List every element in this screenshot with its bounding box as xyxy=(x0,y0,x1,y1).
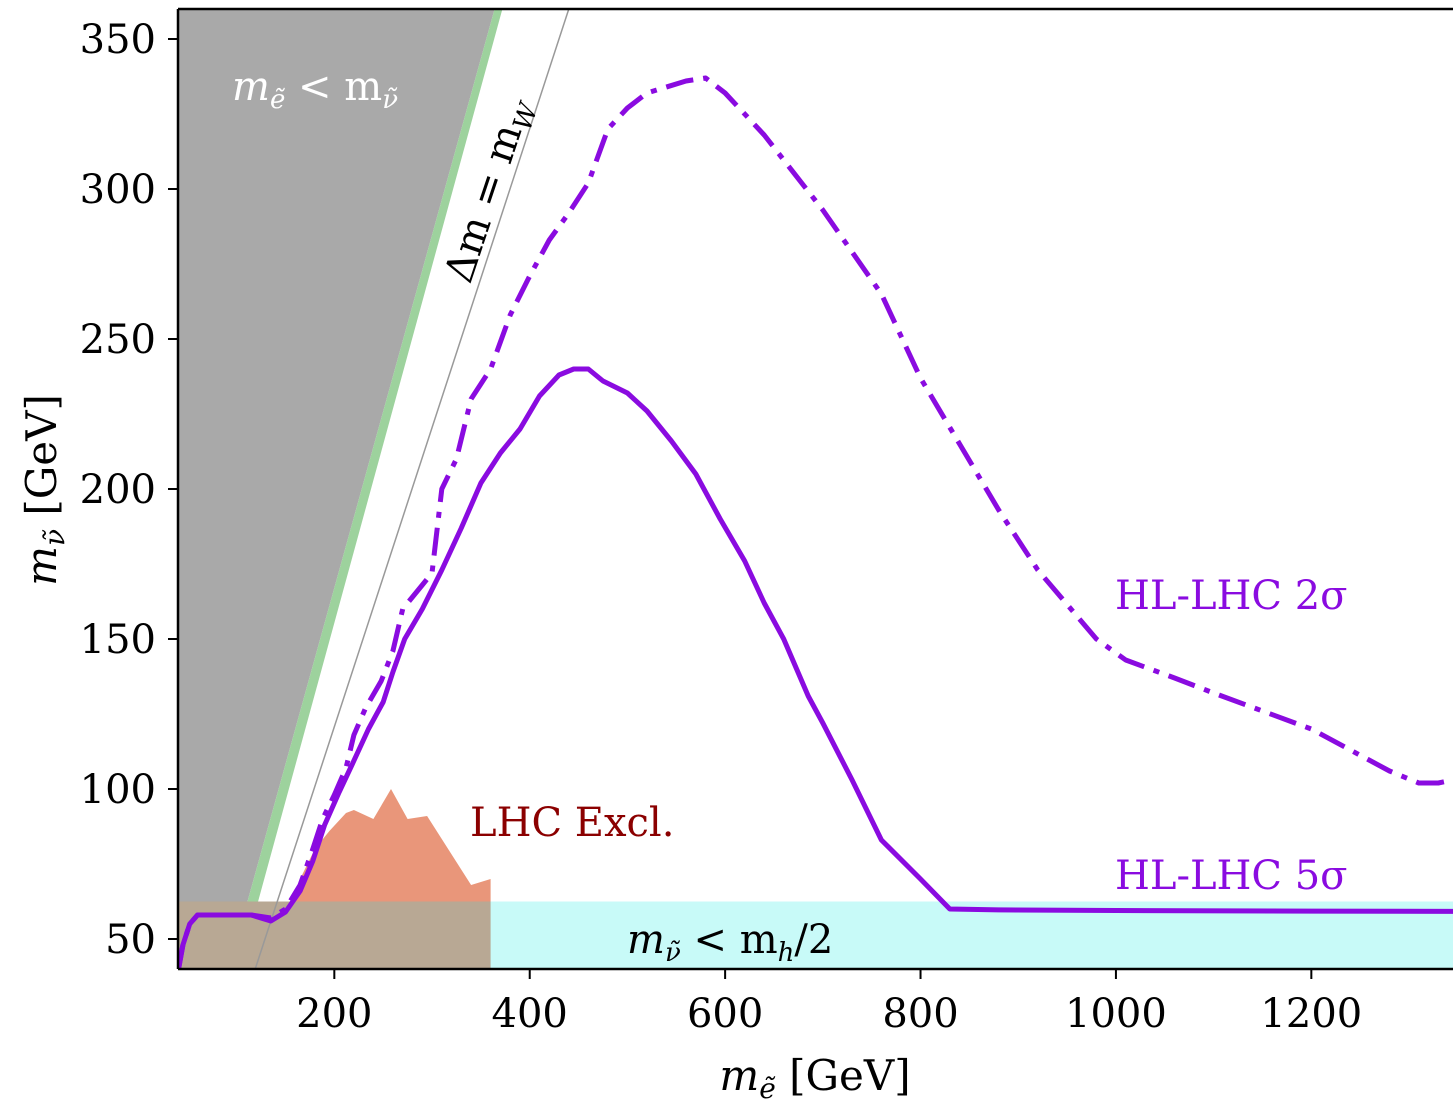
line-delta-m-eq-mw xyxy=(254,9,570,969)
label-hl-lhc-2sigma: HL-LHC 2σ xyxy=(1115,573,1347,619)
x-tick-label: 600 xyxy=(687,991,763,1037)
x-tick-label: 200 xyxy=(296,991,372,1037)
region-lhc-excl-overlap xyxy=(178,901,491,969)
series-hl-lhc-2sigma xyxy=(178,75,1453,969)
x-tick-label: 1200 xyxy=(1260,991,1362,1037)
y-tick-label: 150 xyxy=(80,617,156,663)
series-lines xyxy=(178,75,1453,969)
region-green-band xyxy=(228,9,503,969)
label-sneutrino-lt-mh-half: mν̃ < mh/2 xyxy=(627,917,833,968)
reference-lines xyxy=(254,9,570,969)
y-tick-label: 50 xyxy=(105,917,156,963)
x-tick-label: 1000 xyxy=(1065,991,1167,1037)
y-axis-title: mν̃ [GeV] xyxy=(17,394,71,586)
label-selectron-lt-sneutrino: mẽ < mν̃ xyxy=(232,64,398,115)
y-tick-label: 250 xyxy=(80,317,156,363)
series-hl-lhc-5sigma xyxy=(178,366,1453,969)
y-tick-label: 100 xyxy=(80,767,156,813)
region-m-m xyxy=(178,9,495,969)
x-tick-label: 400 xyxy=(492,991,568,1037)
x-ticks: 200 400 600 800 1000 1200 xyxy=(296,969,1362,1037)
y-ticks: 50 100 150 200 250 300 350 xyxy=(80,17,178,963)
region-lhc-excl xyxy=(290,789,491,902)
label-lhc-excl: LHC Excl. xyxy=(470,800,674,846)
y-tick-label: 300 xyxy=(80,167,156,213)
y-tick-label: 350 xyxy=(80,17,156,63)
region-m-m-h-2 xyxy=(178,901,1453,969)
label-hl-lhc-5sigma: HL-LHC 5σ xyxy=(1115,853,1347,899)
shaded-regions xyxy=(178,9,1453,969)
y-tick-label: 200 xyxy=(80,467,156,513)
x-axis-title: mẽ [GeV] xyxy=(719,1051,910,1105)
x-tick-label: 800 xyxy=(882,991,958,1037)
